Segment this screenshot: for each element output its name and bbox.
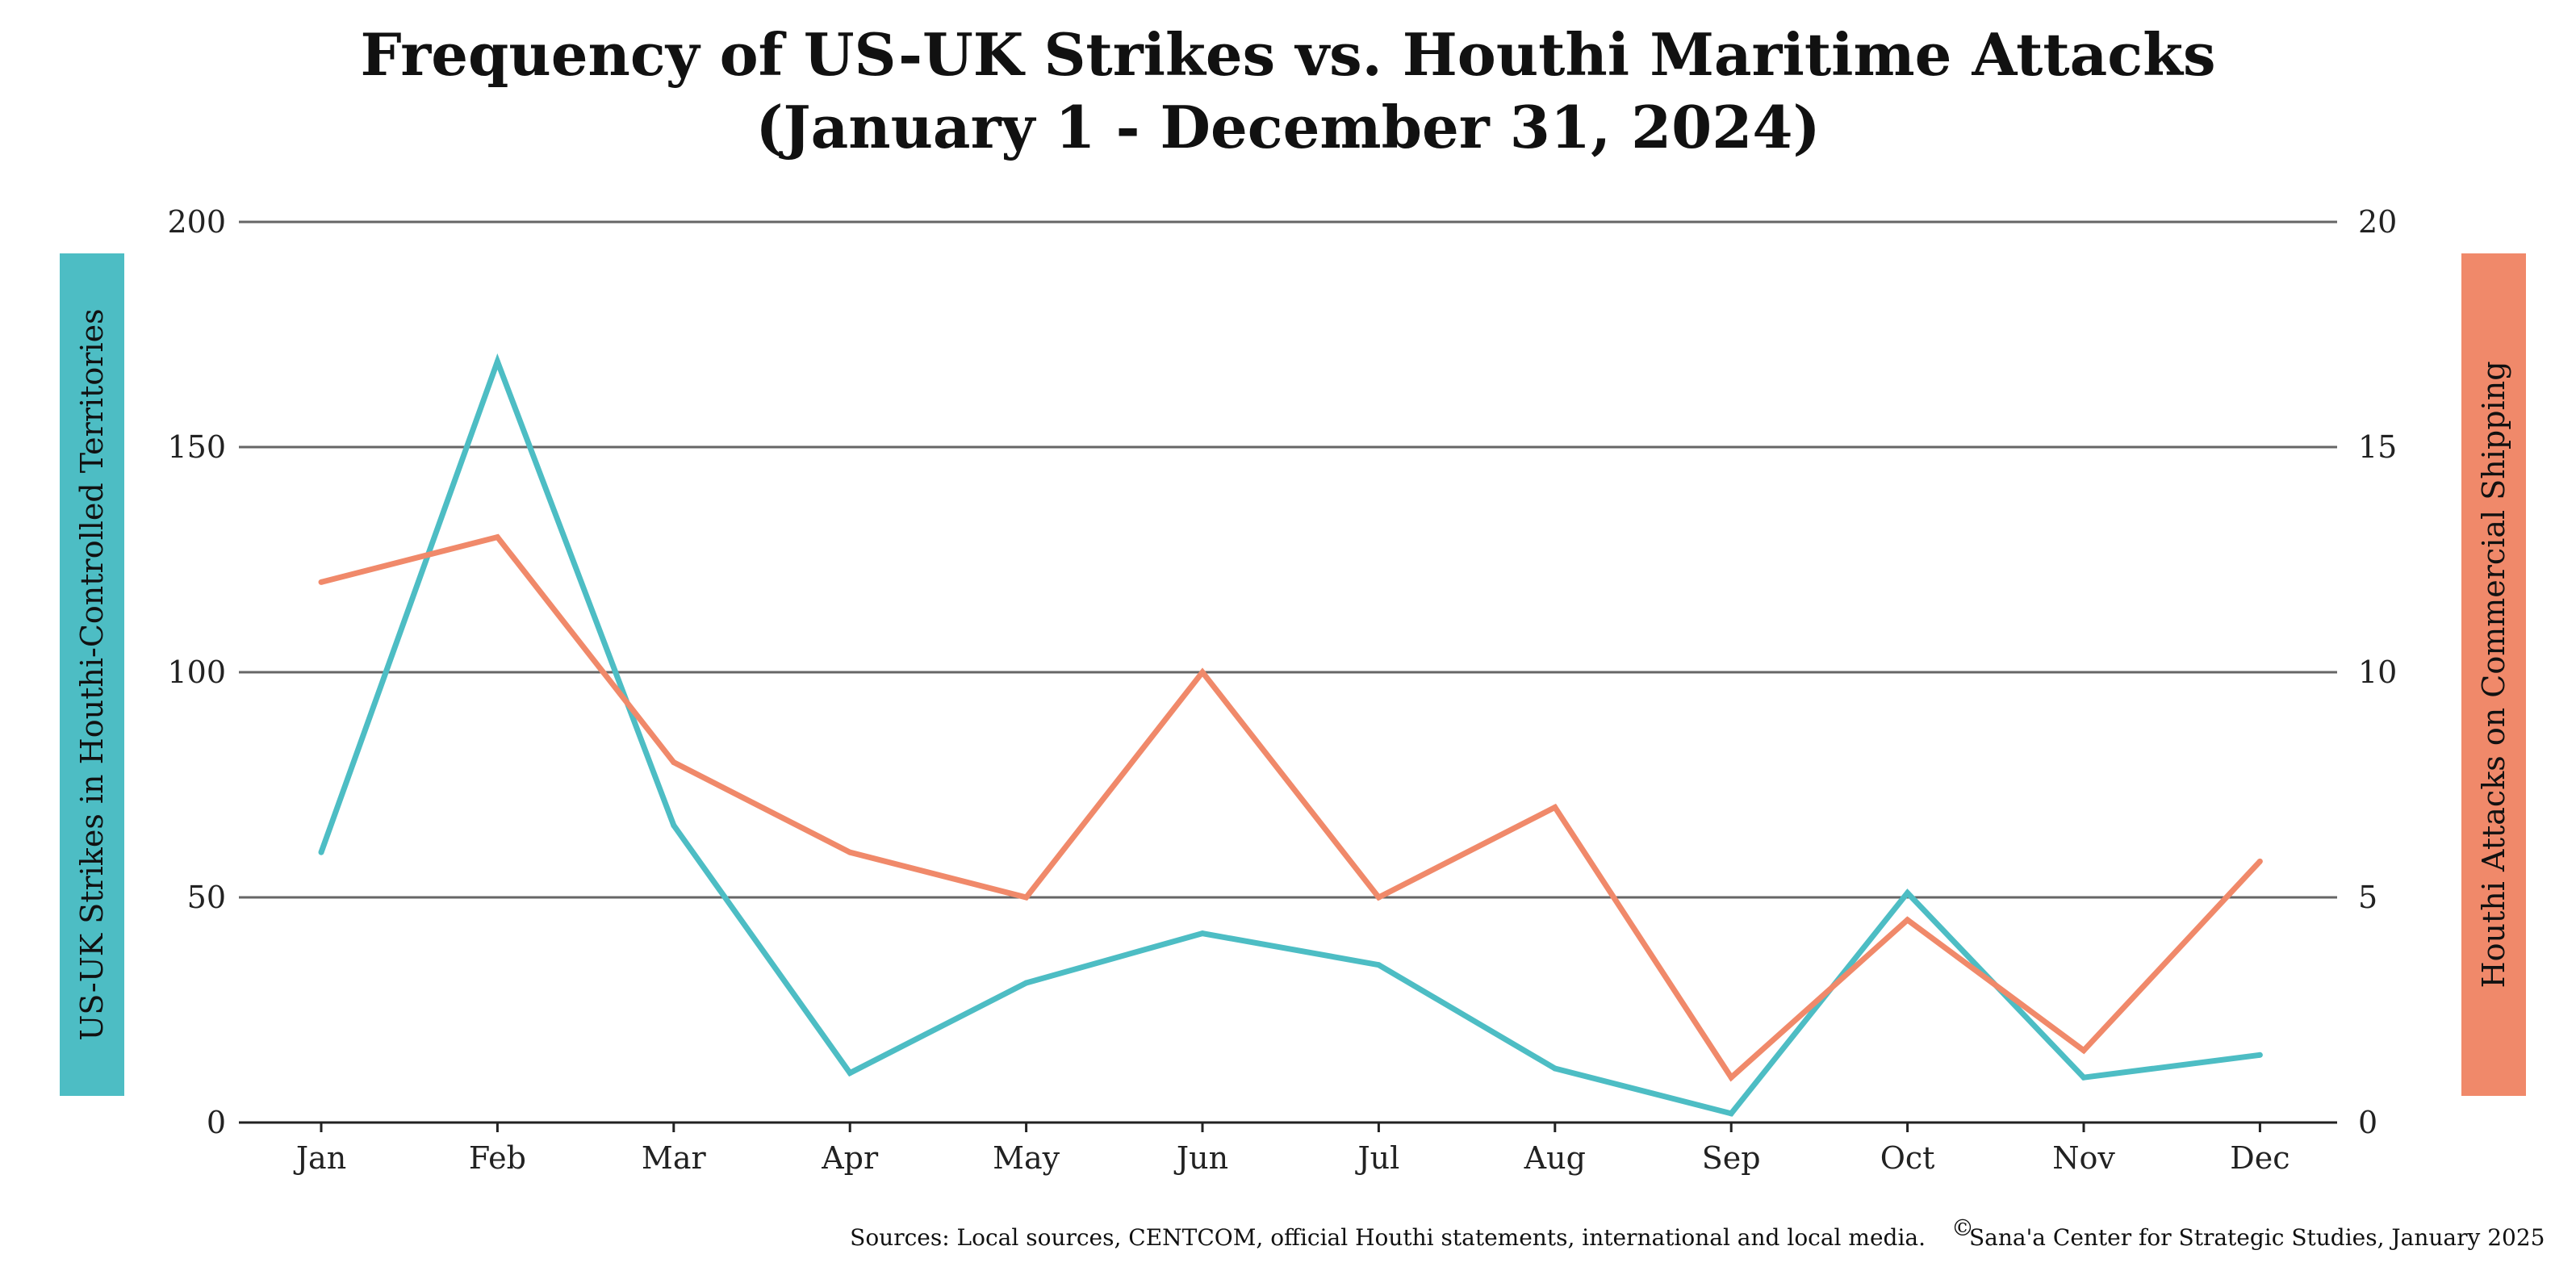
- data-point-us-uk-strikes: [318, 849, 324, 855]
- data-point-houthi-attacks: [1375, 894, 1382, 901]
- right-y-tick-label: 15: [2358, 429, 2397, 465]
- right-axis-label-background: [2461, 253, 2526, 1096]
- x-tick-label: Jan: [293, 1140, 346, 1176]
- copyright-text: Sana'a Center for Strategic Studies, Jan…: [1969, 1224, 2545, 1251]
- data-point-us-uk-strikes: [494, 358, 500, 365]
- data-point-houthi-attacks: [1905, 917, 1911, 923]
- data-point-us-uk-strikes: [847, 1070, 853, 1077]
- x-tick-label: Feb: [469, 1140, 526, 1176]
- x-tick-label: Aug: [1524, 1140, 1586, 1176]
- x-tick-label: Sep: [1702, 1140, 1761, 1176]
- copyright-symbol: ©: [1951, 1215, 1974, 1241]
- data-point-houthi-attacks: [1728, 1074, 1734, 1081]
- data-point-houthi-attacks: [847, 849, 853, 855]
- x-tick-label: Jun: [1173, 1140, 1228, 1176]
- x-tick-label: Dec: [2230, 1140, 2290, 1176]
- left-y-tick-label: 0: [207, 1105, 226, 1140]
- right-y-tick-label: 20: [2358, 204, 2397, 240]
- series-line-houthi-attacks: [320, 533, 2262, 1082]
- data-point-houthi-attacks: [671, 759, 677, 766]
- right-axis-label-box: Houthi Attacks on Commercial Shipping: [2461, 253, 2526, 1096]
- data-point-houthi-attacks: [2256, 858, 2263, 864]
- left-axis-label-box: US-UK Strikes in Houthi-Controlled Terri…: [60, 253, 124, 1096]
- data-point-us-uk-strikes: [1728, 1110, 1734, 1117]
- data-point-houthi-attacks: [1199, 669, 1206, 675]
- gridlines: [239, 220, 2337, 1132]
- left-y-tick-label: 150: [167, 429, 226, 465]
- data-point-houthi-attacks: [1023, 894, 1030, 901]
- data-point-us-uk-strikes: [1552, 1065, 1558, 1072]
- x-tick-label: Oct: [1880, 1140, 1935, 1176]
- x-tick-label: Jul: [1354, 1140, 1399, 1176]
- x-tick-label: Apr: [821, 1140, 879, 1176]
- tick-labels: 0 0 50 5 100 10 150 15 200 20 Jan Feb Mar Apr May Jun Ju…: [167, 204, 2397, 1176]
- chart-title-line1: Frequency of US-UK Strikes vs. Houthi Ma…: [360, 20, 2215, 89]
- data-point-houthi-attacks: [1552, 804, 1558, 810]
- right-y-tick-label: 5: [2358, 880, 2377, 915]
- data-point-us-uk-strikes: [1375, 962, 1382, 968]
- data-point-houthi-attacks: [494, 534, 500, 541]
- data-point-us-uk-strikes: [2080, 1074, 2087, 1081]
- data-point-us-uk-strikes: [1905, 889, 1911, 896]
- data-point-us-uk-strikes: [671, 822, 677, 829]
- data-point-us-uk-strikes: [2256, 1052, 2263, 1058]
- right-y-tick-label: 10: [2358, 654, 2397, 690]
- data-point-us-uk-strikes: [1023, 980, 1030, 986]
- left-axis-label-background: [60, 253, 124, 1096]
- left-axis-label: US-UK Strikes in Houthi-Controlled Terri…: [74, 308, 110, 1040]
- left-y-tick-label: 100: [167, 654, 226, 690]
- left-y-tick-label: 50: [187, 880, 226, 915]
- x-tick-label: Nov: [2052, 1140, 2115, 1176]
- data-point-us-uk-strikes: [1199, 930, 1206, 937]
- series-line-us-uk-strikes: [318, 353, 2260, 1117]
- left-y-tick-label: 200: [167, 204, 226, 240]
- right-y-tick-label: 0: [2358, 1105, 2377, 1140]
- data-point-houthi-attacks: [318, 579, 324, 585]
- sources-text: Sources: Local sources, CENTCOM, officia…: [850, 1224, 1926, 1251]
- series-lines: [318, 353, 2263, 1117]
- x-tick-label: Mar: [642, 1140, 707, 1176]
- x-tick-label: May: [993, 1140, 1060, 1176]
- right-axis-label: Houthi Attacks on Commercial Shipping: [2476, 361, 2511, 988]
- data-point-houthi-attacks: [2080, 1047, 2087, 1054]
- chart-title-line2: (January 1 - December 31, 2024): [755, 93, 1820, 161]
